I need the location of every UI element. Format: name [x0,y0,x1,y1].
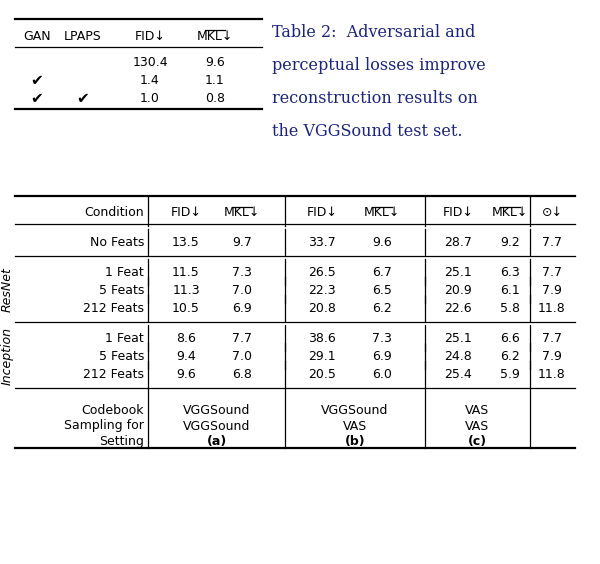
Text: MKL↓: MKL↓ [224,206,260,219]
Text: 1 Feat: 1 Feat [105,332,144,345]
Text: 6.2: 6.2 [500,350,520,363]
Text: 11.8: 11.8 [538,302,566,315]
Text: 20.5: 20.5 [308,368,336,381]
Text: 7.3: 7.3 [372,332,392,345]
Text: 28.7: 28.7 [444,236,472,249]
Text: 5 Feats: 5 Feats [98,350,144,363]
Text: 212 Feats: 212 Feats [83,302,144,315]
Text: 9.6: 9.6 [205,56,225,69]
Text: 6.5: 6.5 [372,284,392,297]
Text: 6.0: 6.0 [372,368,392,381]
Text: 9.2: 9.2 [500,236,520,249]
Text: 7.9: 7.9 [542,284,562,297]
Text: 212 Feats: 212 Feats [83,368,144,381]
Text: 20.9: 20.9 [444,284,472,297]
Text: 7.7: 7.7 [542,266,562,279]
Text: (c): (c) [468,435,487,448]
Text: FID↓: FID↓ [443,206,473,219]
Text: 22.6: 22.6 [444,302,472,315]
Text: 5.8: 5.8 [500,302,520,315]
Text: 0.8: 0.8 [205,92,225,105]
Text: 33.7: 33.7 [308,236,336,249]
Text: (a): (a) [206,435,227,448]
Text: ⊙↓: ⊙↓ [542,206,563,219]
Text: 6.1: 6.1 [500,284,520,297]
Text: 26.5: 26.5 [308,266,336,279]
Text: 20.8: 20.8 [308,302,336,315]
Text: 1.0: 1.0 [140,92,160,105]
Text: Codebook: Codebook [82,403,144,416]
Text: 6.8: 6.8 [232,368,252,381]
Text: VAS: VAS [343,420,367,433]
Text: 6.9: 6.9 [232,302,252,315]
Text: 6.9: 6.9 [372,350,392,363]
Text: 11.3: 11.3 [172,284,200,297]
Text: 11.8: 11.8 [538,368,566,381]
Text: MKL↓: MKL↓ [492,206,528,219]
Text: 9.7: 9.7 [232,236,252,249]
Text: 6.2: 6.2 [372,302,392,315]
Text: 8.6: 8.6 [176,332,196,345]
Text: 25.4: 25.4 [444,368,472,381]
Text: 29.1: 29.1 [308,350,336,363]
Text: the VGGSound test set.: the VGGSound test set. [272,123,463,140]
Text: 6.6: 6.6 [500,332,520,345]
Text: GAN: GAN [23,29,51,42]
Text: 6.3: 6.3 [500,266,520,279]
Text: 5 Feats: 5 Feats [98,284,144,297]
Text: 7.7: 7.7 [542,332,562,345]
Text: Sampling for: Sampling for [64,420,144,433]
Text: Condition: Condition [85,206,144,219]
Text: FID↓: FID↓ [134,29,166,42]
Text: 130.4: 130.4 [132,56,168,69]
Text: 7.9: 7.9 [542,350,562,363]
Text: VAS: VAS [466,420,490,433]
Text: 9.6: 9.6 [372,236,392,249]
Text: perceptual losses improve: perceptual losses improve [272,57,486,74]
Text: 1.1: 1.1 [205,74,225,87]
Text: LPAPS: LPAPS [64,29,102,42]
Text: 24.8: 24.8 [444,350,472,363]
Text: 7.3: 7.3 [232,266,252,279]
Text: VGGSound: VGGSound [322,403,389,416]
Text: 9.6: 9.6 [176,368,196,381]
Text: ✔: ✔ [31,73,43,89]
Text: 7.7: 7.7 [232,332,252,345]
Text: ✔: ✔ [77,91,89,107]
Text: MKL↓: MKL↓ [197,29,233,42]
Text: (b): (b) [344,435,365,448]
Text: 1 Feat: 1 Feat [105,266,144,279]
Text: 25.1: 25.1 [444,332,472,345]
Text: 10.5: 10.5 [172,302,200,315]
Text: 22.3: 22.3 [308,284,336,297]
Text: 13.5: 13.5 [172,236,200,249]
Text: 7.0: 7.0 [232,284,252,297]
Text: VAS: VAS [466,403,490,416]
Text: VGGSound: VGGSound [183,403,250,416]
Text: Setting: Setting [99,435,144,448]
Text: FID↓: FID↓ [170,206,202,219]
Text: 11.5: 11.5 [172,266,200,279]
Text: 25.1: 25.1 [444,266,472,279]
Text: FID↓: FID↓ [307,206,337,219]
Text: 6.7: 6.7 [372,266,392,279]
Text: No Feats: No Feats [89,236,144,249]
Text: 5.9: 5.9 [500,368,520,381]
Text: ResNet: ResNet [1,267,14,312]
Text: VGGSound: VGGSound [183,420,250,433]
Text: 9.4: 9.4 [176,350,196,363]
Text: ✔: ✔ [31,91,43,107]
Text: Table 2:  Adversarial and: Table 2: Adversarial and [272,24,475,41]
Text: reconstruction results on: reconstruction results on [272,90,478,107]
Text: 7.7: 7.7 [542,236,562,249]
Text: 7.0: 7.0 [232,350,252,363]
Text: 1.4: 1.4 [140,74,160,87]
Text: 38.6: 38.6 [308,332,336,345]
Text: MKL↓: MKL↓ [364,206,400,219]
Text: Inception: Inception [1,327,14,385]
